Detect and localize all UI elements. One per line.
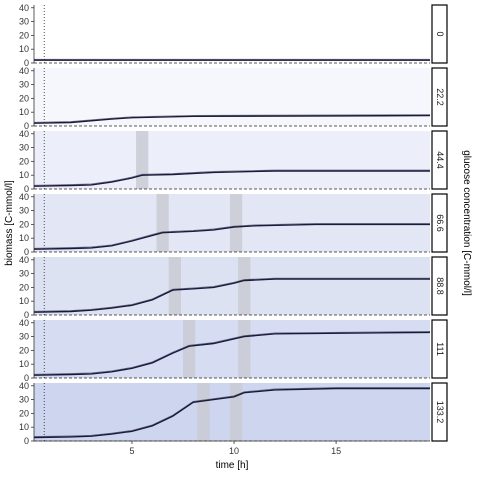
y-tick-label: 20 [19,345,29,355]
shaded-interval [229,383,243,441]
panel-background [34,257,430,315]
shaded-interval [156,194,169,252]
y-tick-label: 0 [24,247,29,257]
secondary-y-axis-title: glucose concentration [C-mmol/l] [461,150,472,296]
facet-label: 66.6 [435,214,445,232]
facet-label: 22.2 [435,88,445,106]
y-tick-label: 40 [19,255,29,265]
biomass-curve-replicate [33,223,430,249]
facet-label: 133.2 [435,401,445,424]
y-tick-label: 10 [19,44,29,54]
y-tick-label: 30 [19,143,29,153]
y-tick-label: 10 [19,170,29,180]
y-tick-label: 20 [19,282,29,292]
y-tick-label: 10 [19,107,29,117]
facet-strip [431,319,448,379]
y-tick-label: 30 [19,206,29,216]
biomass-curve-replicate [33,387,430,437]
y-tick-label: 40 [19,381,29,391]
y-tick-label: 0 [24,184,29,194]
facet-label: 0 [435,31,445,36]
y-tick-label: 20 [19,408,29,418]
facet-strip [431,4,448,64]
y-axis-title: biomass [C-mmol/l] [4,180,15,266]
biomass-curve [33,278,430,313]
y-tick-label: 20 [19,156,29,166]
biomass-curve-replicate [33,277,430,312]
facet-strip [431,256,448,316]
y-tick-label: 30 [19,332,29,342]
y-tick-label: 40 [19,129,29,139]
panel-background [34,5,430,63]
y-tick-label: 10 [19,359,29,369]
shaded-interval [238,257,251,315]
y-tick-label: 30 [19,395,29,405]
shaded-interval [136,131,149,189]
shaded-interval [238,320,251,378]
shaded-interval [197,383,210,441]
y-tick-label: 40 [19,66,29,76]
facet-strip [431,193,448,253]
facet-label: 111 [435,342,445,356]
facet-label: 44.4 [435,151,445,169]
y-tick-label: 20 [19,30,29,40]
x-tick-label: 5 [129,446,134,456]
y-tick-label: 0 [24,436,29,446]
y-tick-label: 0 [24,373,29,383]
x-axis-title: time [h] [216,460,249,471]
panel-background [34,131,430,189]
y-tick-label: 10 [19,296,29,306]
biomass-curve [33,223,430,250]
x-tick-label: 10 [229,446,239,456]
y-tick-label: 30 [19,17,29,27]
biomass-curve-replicate [33,331,431,375]
shaded-interval [229,194,243,252]
facet-strip [431,130,448,190]
facet-strip [431,67,448,127]
y-tick-label: 0 [24,58,29,68]
panel-background [34,320,430,378]
shaded-interval [183,320,196,378]
biomass-curve-replicate [33,114,431,123]
biomass-curve-replicate [33,169,430,186]
y-tick-label: 40 [19,318,29,328]
facet-strip [431,382,448,442]
x-tick-label: 15 [331,446,341,456]
biomass-curve [33,114,431,124]
biomass-curve [33,170,430,187]
biomass-curve [33,331,431,376]
y-tick-label: 20 [19,219,29,229]
y-tick-label: 30 [19,80,29,90]
y-tick-label: 0 [24,121,29,131]
facet-label: 88.8 [435,277,445,295]
shaded-interval [168,257,181,315]
y-tick-label: 10 [19,422,29,432]
panel-background [34,68,430,126]
y-tick-label: 40 [19,192,29,202]
y-tick-label: 40 [19,3,29,13]
y-tick-label: 10 [19,233,29,243]
y-tick-label: 0 [24,310,29,320]
y-tick-label: 20 [19,93,29,103]
biomass-curve [33,387,430,439]
y-tick-label: 30 [19,269,29,279]
